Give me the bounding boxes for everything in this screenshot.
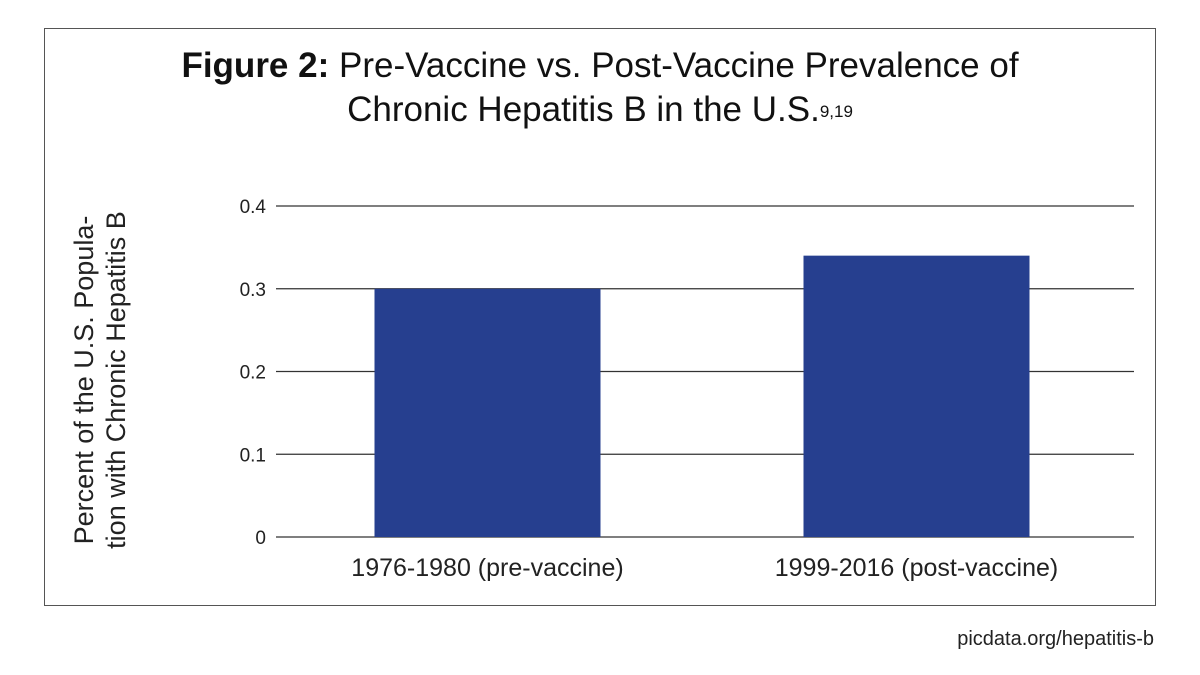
title-citation: 9,19 — [819, 102, 853, 121]
y-tick-label: 0.2 — [240, 363, 266, 384]
x-category-label: 1976-1980 (pre-vaccine) — [351, 554, 623, 582]
y-tick-label: 0 — [255, 528, 266, 549]
y-tick-label: 0.3 — [240, 280, 266, 301]
title-line-2: Chronic Hepatitis B in the U.S. — [347, 90, 820, 129]
x-category-label: 1999-2016 (post-vaccine) — [775, 554, 1059, 582]
y-tick-label: 0.1 — [240, 445, 266, 466]
y-tick-label: 0.4 — [240, 197, 267, 218]
chart-title: Figure 2: Pre-Vaccine vs. Post-Vaccine P… — [0, 44, 1200, 132]
figure-label: Figure 2: — [181, 46, 330, 85]
bar-0 — [374, 288, 601, 537]
source-credit: picdata.org/hepatitis-b — [957, 628, 1154, 650]
bar-1 — [803, 255, 1030, 537]
title-line-1: Pre-Vaccine vs. Post-Vaccine Prevalence … — [338, 46, 1019, 85]
